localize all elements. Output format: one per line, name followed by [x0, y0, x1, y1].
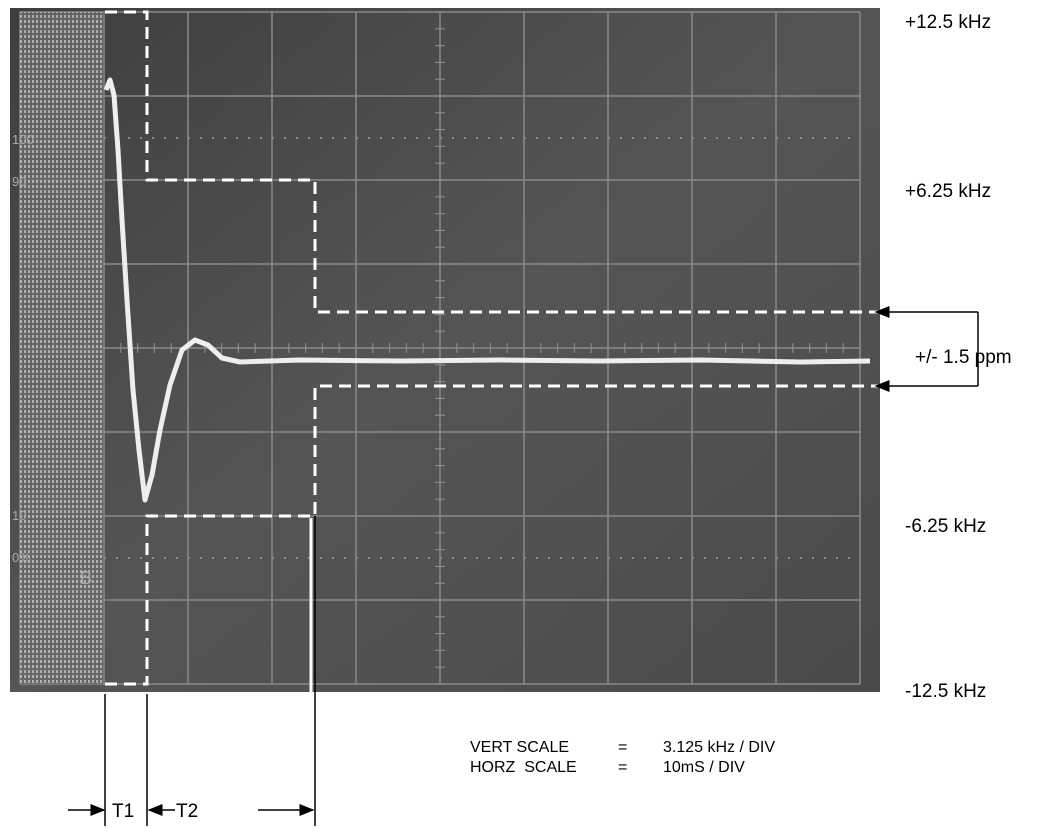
interval-markers — [68, 516, 316, 826]
scale-label: +6.25 kHz — [905, 181, 991, 202]
screen-label: 10 — [12, 508, 26, 523]
scale-label: -6.25 kHz — [905, 516, 986, 537]
screen-label: B — [80, 568, 92, 588]
setting-name: VERT SCALE — [470, 739, 569, 756]
trace — [103, 77, 871, 503]
screen-label: 90 — [12, 174, 26, 189]
scale-label: +12.5 kHz — [905, 12, 991, 33]
screen-label: 100 — [12, 132, 34, 147]
setting-value: 10mS / DIV — [663, 759, 745, 776]
lower-mask — [105, 384, 890, 686]
interval-label: T1 — [112, 801, 134, 822]
upper-mask — [105, 10, 890, 314]
tolerance-label: +/- 1.5 ppm — [915, 347, 1012, 368]
screen-label: 0% — [12, 550, 31, 565]
tolerance-bracket — [874, 306, 979, 392]
setting-sep: = — [618, 759, 627, 776]
setting-sep: = — [618, 739, 627, 756]
scale-label: -12.5 kHz — [905, 681, 986, 702]
setting-value: 3.125 kHz / DIV — [663, 739, 775, 756]
grid — [19, 11, 861, 685]
scope-screen — [10, 8, 880, 692]
noise-block — [20, 12, 103, 684]
setting-name: HORZ SCALE — [470, 759, 577, 776]
interval-label: T2 — [176, 801, 198, 822]
